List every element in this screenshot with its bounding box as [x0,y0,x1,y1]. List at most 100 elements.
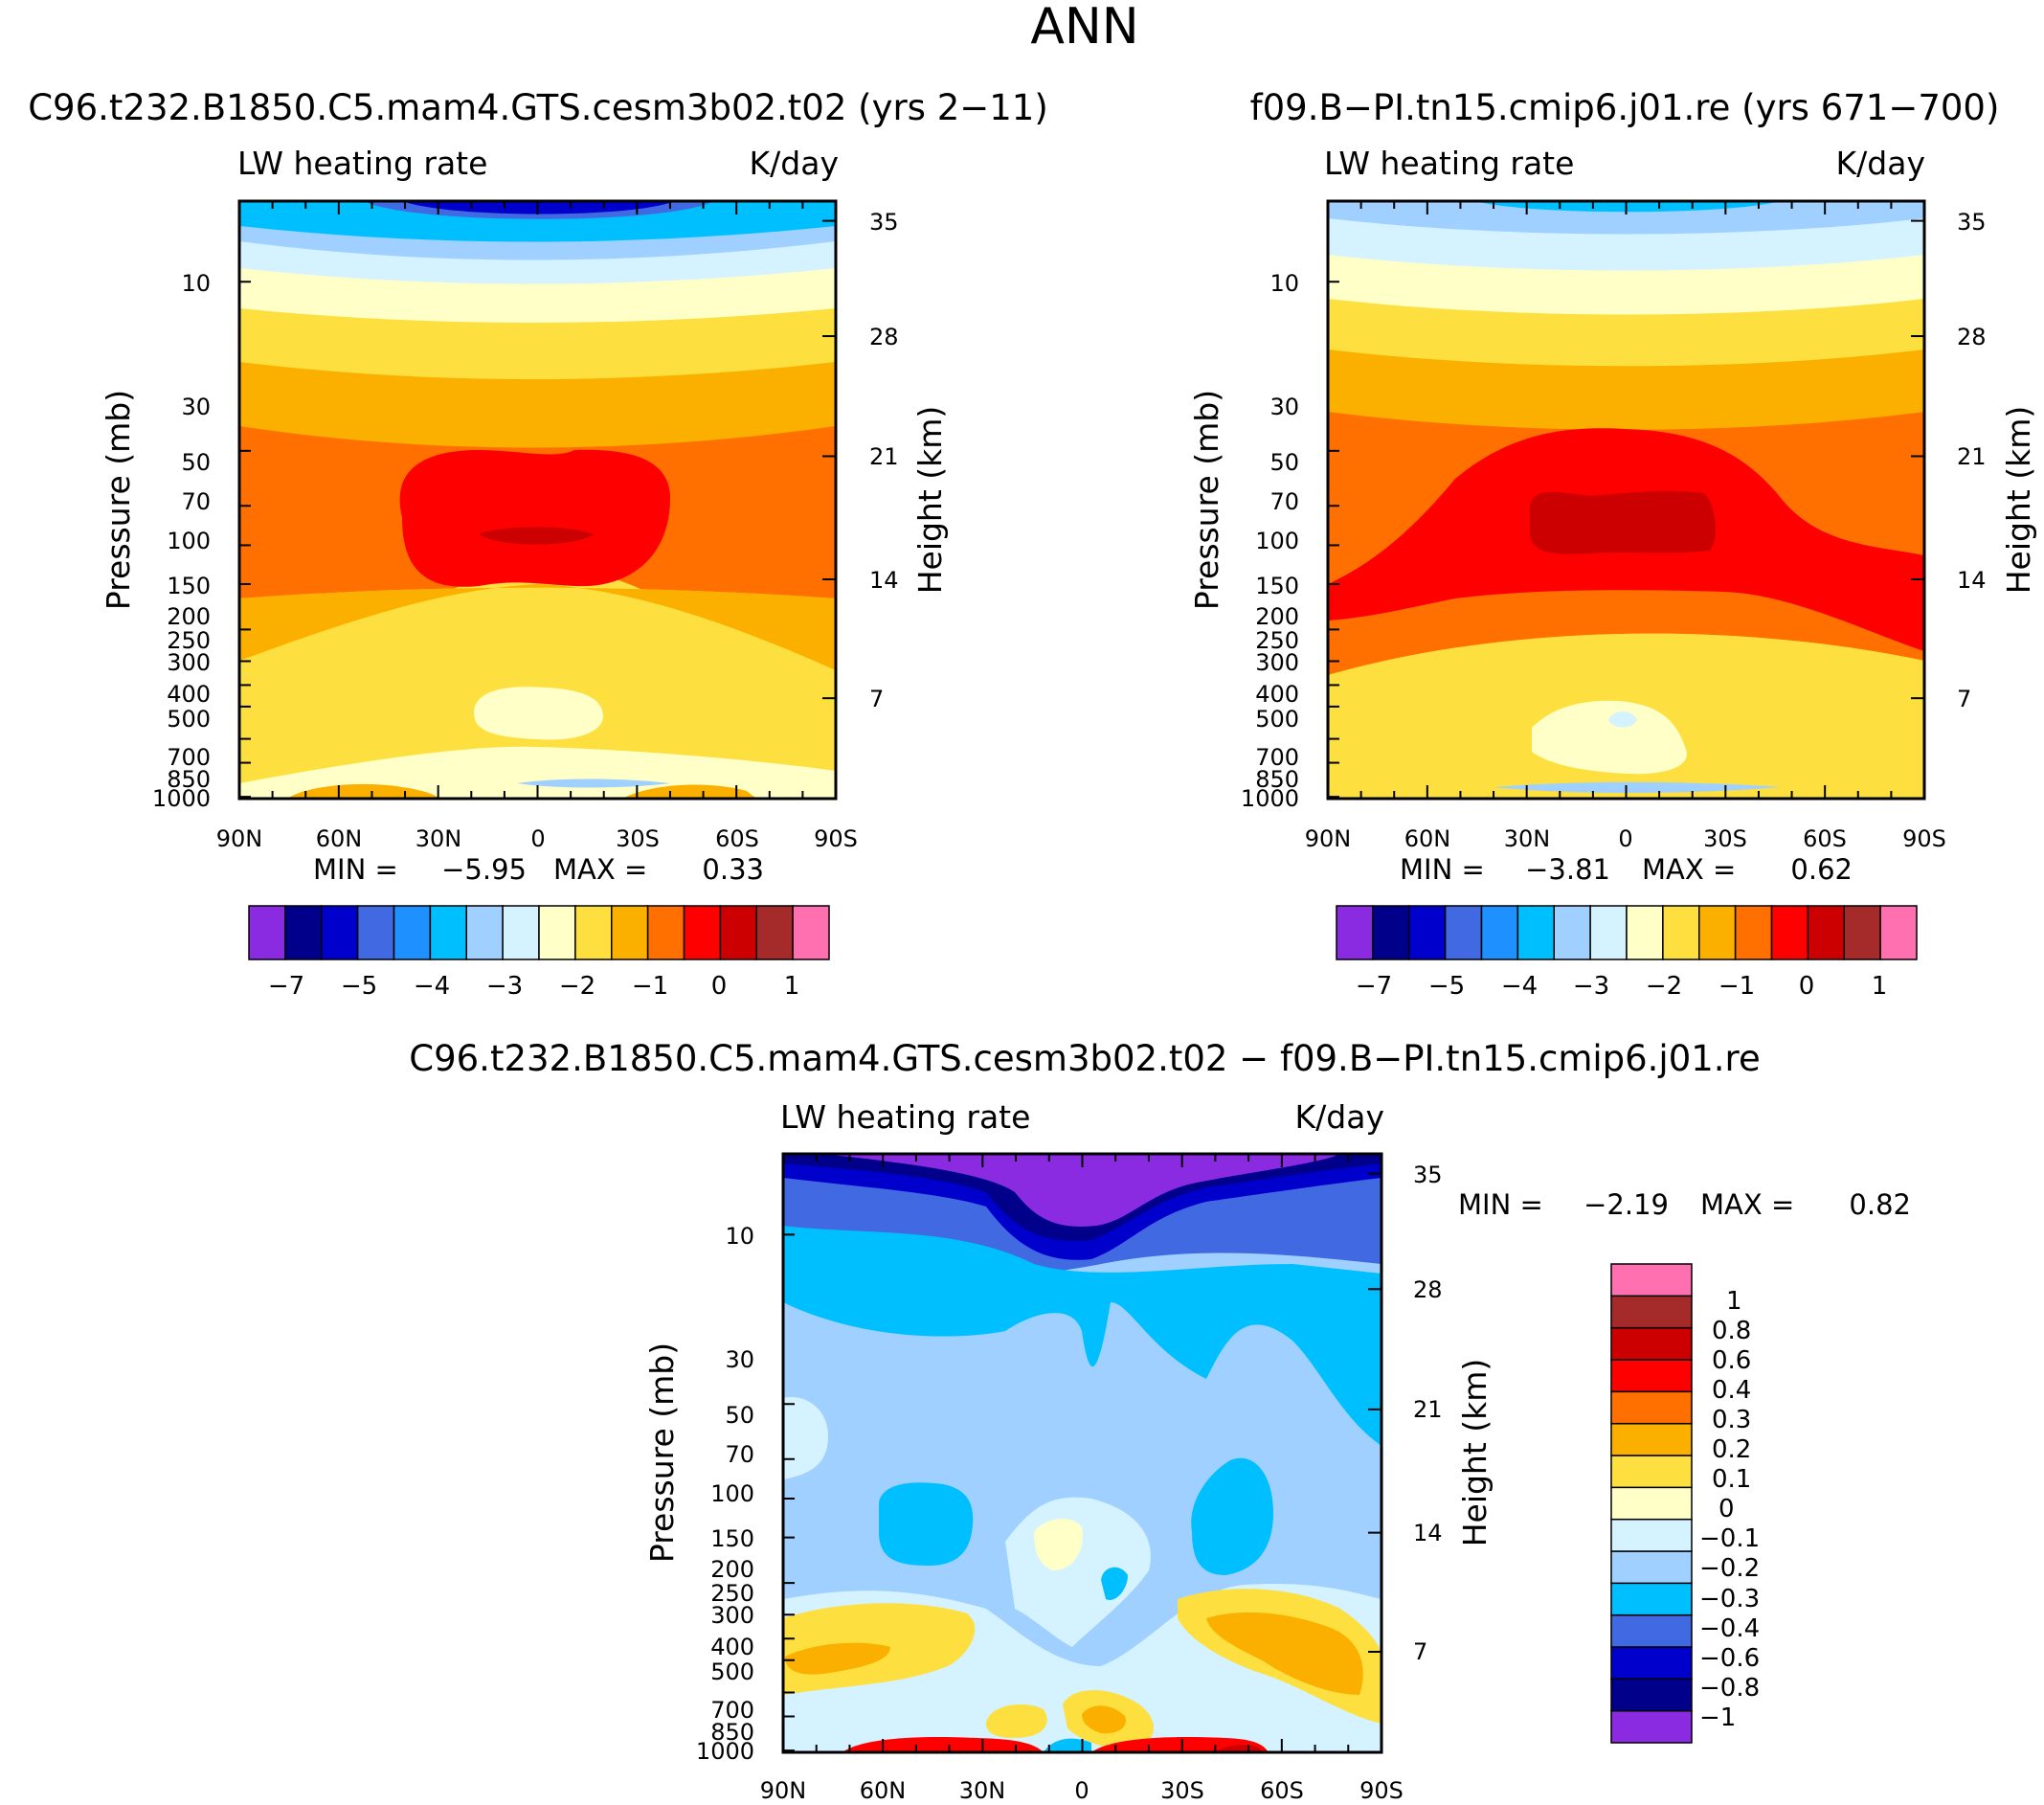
panel-2-variable-label: LW heating rate [1324,145,1574,182]
colorbar-swatch [538,905,576,960]
colorbar-swatch [792,905,830,960]
band-orange-left [785,1642,890,1675]
colorbar-tick-label: 0.8 [1712,1317,1751,1345]
band-sky-blue [239,201,836,242]
colorbar-swatch [429,905,467,960]
panel-2-y-axis-right-title: Height (km) [2000,406,2037,595]
colorbar-tick-label: −0.2 [1699,1554,1760,1583]
height-tick-label: 7 [1413,1638,1427,1665]
colorbar-tick-label: −3 [1573,972,1609,1001]
colorbar-tick-label: −5 [1428,972,1465,1001]
y-tick-label: 700 [710,1697,754,1724]
colorbar-swatch [1610,1678,1693,1712]
colorbar-swatch [1516,905,1555,960]
panel-3: C96.t232.B1850.C5.mam4.GTS.cesm3b02.t02 … [409,1038,1911,1804]
x-tick-label: 60S [1803,825,1847,852]
panel-3-colorbar: −1 −0.8 −0.6 −0.4 −0.3 −0.2 −0.1 0 0.1 0… [1610,1263,1760,1744]
colorbar-swatch [1444,905,1483,960]
y-tick-label: 400 [167,681,211,708]
colorbar-tick-label: −1 [632,972,668,1001]
colorbar-swatch [1610,1486,1693,1521]
colorbar-tick-label: 0 [1718,1495,1735,1523]
colorbar-swatches [1336,905,1918,960]
panel-1: C96.t232.B1850.C5.mam4.GTS.cesm3b02.t02 … [28,87,1048,1001]
colorbar-labels: −7 −5 −4 −3 −2 −1 0 1 [268,972,799,1001]
y-tick-label: 100 [1255,528,1299,554]
colorbar-swatch [1372,905,1410,960]
colorbar-swatches [1610,1263,1693,1744]
blob-cream [474,687,603,740]
colorbar-tick-label: 0.4 [1712,1376,1751,1405]
y-tick-label: 30 [1269,394,1299,420]
colorbar-swatch [1480,905,1519,960]
colorbar-swatch [284,905,323,960]
panel-1-y-axis-title: Pressure (mb) [100,390,137,610]
blob-sky-blue-right [1191,1457,1273,1575]
height-tick-label: 21 [1413,1396,1443,1423]
y-tick-label: 70 [725,1441,754,1468]
colorbar-tick-label: −1 [1699,1703,1736,1732]
panel-2-title: f09.B−PI.tn15.cmip6.j01.re (yrs 671−700) [1250,87,2000,128]
panel-2-min-label: MIN = [1400,853,1485,886]
panel-3-y-axis-right-title: Height (km) [1456,1359,1494,1547]
panel-3-x-axis-labels: 90N 60N 30N 0 30S 60S 90S [760,1777,1404,1804]
colorbar-swatch [1610,1359,1693,1393]
y-tick-label: 700 [1255,744,1299,771]
y-tick-label: 50 [181,449,211,476]
x-tick-label: 60S [715,825,759,852]
y-tick-label: 200 [710,1556,754,1583]
colorbar-swatch [248,905,286,960]
colorbar-swatch [1662,905,1700,960]
panel-1-x-axis-labels: 90N 60N 30N 0 30S 60S 90S [216,825,858,852]
colorbar-swatch [1610,1709,1693,1744]
panel-2-colorbar: −7 −5 −4 −3 −2 −1 0 1 [1336,905,1918,1001]
colorbar-tick-label: −4 [1501,972,1538,1001]
blob-sky-blue-center [1101,1567,1128,1600]
x-tick-label: 60N [316,825,363,852]
colorbar-tick-label: −0.6 [1699,1644,1760,1673]
x-tick-label: 90N [1305,825,1352,852]
panel-2-units-label: K/day [1836,145,1925,182]
panel-2-y-axis-title: Pressure (mb) [1188,390,1225,610]
height-tick-label: 28 [869,324,899,350]
y-tick-label: 300 [1255,649,1299,676]
y-tick-label: 70 [181,488,211,515]
x-tick-label: 90S [814,825,858,852]
blob-pale-blue [1608,711,1637,728]
colorbar-swatch [1408,905,1447,960]
colorbar-swatch [1610,1582,1693,1616]
colorbar-tick-label: −2 [1646,972,1682,1001]
colorbar-tick-label: −7 [268,972,304,1001]
panel-3-left-axis-labels: 10 30 50 70 100 150 200 250 300 400 500 … [696,1223,754,1765]
colorbar-swatch [1610,1613,1693,1648]
colorbar-labels: −1 −0.8 −0.6 −0.4 −0.3 −0.2 −0.1 0 0.1 0… [1699,1287,1760,1732]
y-tick-label: 70 [1269,488,1299,515]
colorbar-swatches [248,905,830,960]
blob-yellow-center-left [986,1704,1047,1738]
colorbar-swatch [1698,905,1737,960]
x-tick-label: 30N [959,1777,1006,1804]
panel-1-title: C96.t232.B1850.C5.mam4.GTS.cesm3b02.t02 … [28,87,1048,128]
x-tick-label: 30S [1160,1777,1204,1804]
y-tick-label: 250 [1255,627,1299,654]
band-orange-right [1206,1612,1363,1695]
colorbar-swatch [356,905,395,960]
y-tick-label: 100 [167,528,211,554]
colorbar-swatch [1610,1263,1693,1297]
panel-1-right-axis-labels: 35 28 21 14 7 [869,209,899,712]
panel-3-variable-label: LW heating rate [780,1098,1030,1136]
colorbar-swatch [1734,905,1773,960]
height-tick-label: 28 [1957,324,1987,350]
colorbar-swatch [755,905,794,960]
colorbar-swatch [1610,1295,1693,1329]
panel-2-contour-field [1328,201,1924,799]
y-tick-label: 250 [167,627,211,654]
colorbar-tick-label: 1 [784,972,800,1001]
colorbar-tick-label: 0 [711,972,728,1001]
x-tick-label: 30S [616,825,660,852]
y-tick-label: 850 [167,766,211,793]
colorbar-swatch [719,905,757,960]
y-tick-label: 500 [1255,706,1299,733]
band-orange-light [239,359,836,448]
x-tick-label: 60S [1260,1777,1304,1804]
